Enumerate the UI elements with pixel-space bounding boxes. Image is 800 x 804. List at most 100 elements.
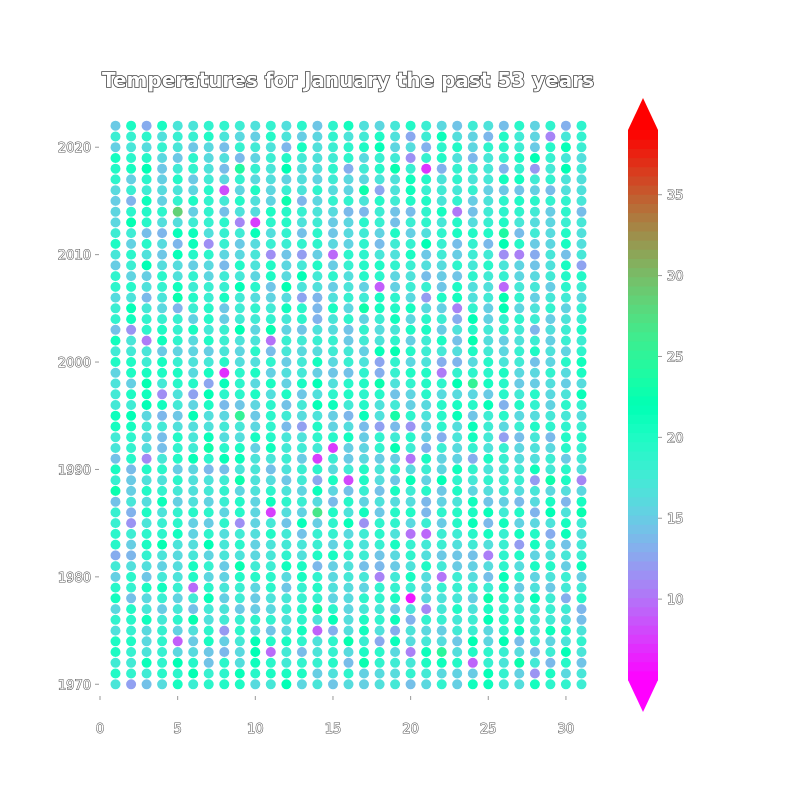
- data-point: [576, 163, 587, 174]
- data-point: [281, 657, 292, 668]
- data-point: [172, 249, 183, 260]
- data-point: [203, 292, 214, 303]
- data-point: [390, 507, 401, 518]
- data-point: [328, 636, 338, 647]
- data-point: [452, 496, 463, 507]
- data-point: [545, 539, 556, 550]
- data-point: [483, 195, 494, 206]
- data-point: [514, 281, 525, 292]
- data-point: [374, 647, 385, 657]
- data-point: [141, 443, 152, 453]
- data-point: [467, 335, 478, 346]
- data-point: [281, 281, 292, 292]
- data-point: [328, 464, 338, 475]
- data-point: [312, 647, 323, 657]
- data-point: [296, 464, 307, 475]
- data-point: [250, 314, 261, 325]
- colorbar-tick-label: 15: [667, 512, 684, 527]
- colorbar-segment: [628, 221, 658, 232]
- data-point: [514, 453, 525, 464]
- data-point: [328, 668, 338, 679]
- data-point: [126, 389, 137, 400]
- data-point: [452, 582, 463, 593]
- data-point: [110, 120, 121, 131]
- data-point: [250, 679, 261, 690]
- data-point: [265, 389, 276, 400]
- data-point: [188, 421, 199, 432]
- data-point: [265, 485, 276, 496]
- data-point: [328, 571, 338, 582]
- data-point: [576, 120, 587, 131]
- data-point: [312, 636, 323, 647]
- data-point: [141, 346, 152, 357]
- data-point: [576, 131, 587, 142]
- data-point: [265, 593, 276, 604]
- data-point: [219, 593, 230, 604]
- data-point: [203, 604, 214, 615]
- data-point: [250, 142, 261, 153]
- data-point: [141, 421, 152, 432]
- data-point: [467, 228, 478, 239]
- data-point: [110, 485, 121, 496]
- data-point: [234, 163, 245, 174]
- data-point: [467, 206, 478, 217]
- data-point: [250, 614, 261, 625]
- data-point: [529, 443, 540, 453]
- data-point: [483, 303, 494, 314]
- data-point: [250, 453, 261, 464]
- data-point: [359, 249, 369, 260]
- data-point: [126, 260, 137, 271]
- data-point: [172, 185, 183, 196]
- data-point: [157, 357, 168, 367]
- data-point: [374, 142, 385, 153]
- colorbar-segment: [628, 267, 658, 278]
- data-point: [234, 142, 245, 153]
- data-point: [374, 636, 385, 647]
- data-point: [265, 443, 276, 453]
- data-point: [374, 238, 385, 249]
- data-point: [312, 432, 323, 443]
- data-point: [188, 550, 199, 561]
- data-point: [110, 636, 121, 647]
- data-point: [483, 593, 494, 604]
- data-point: [203, 174, 214, 185]
- data-point: [296, 528, 307, 539]
- data-point: [483, 464, 494, 475]
- data-point: [110, 260, 121, 271]
- data-point: [265, 367, 276, 378]
- data-point: [390, 260, 401, 271]
- data-point: [343, 507, 354, 518]
- colorbar-segment: [628, 588, 658, 599]
- data-point: [219, 303, 230, 314]
- data-point: [374, 346, 385, 357]
- data-point: [250, 604, 261, 615]
- data-point: [250, 346, 261, 357]
- data-point: [234, 496, 245, 507]
- data-point: [545, 217, 556, 228]
- data-point: [374, 163, 385, 174]
- data-point: [141, 249, 152, 260]
- data-point: [141, 120, 152, 131]
- data-point: [529, 550, 540, 561]
- data-point: [452, 346, 463, 357]
- data-point: [234, 120, 245, 131]
- data-point: [467, 432, 478, 443]
- data-point: [110, 153, 121, 163]
- data-point: [203, 475, 214, 486]
- data-point: [157, 389, 168, 400]
- data-point: [374, 625, 385, 636]
- data-point: [141, 550, 152, 561]
- data-point: [265, 679, 276, 690]
- data-point: [374, 389, 385, 400]
- data-point: [514, 518, 525, 529]
- data-point: [467, 357, 478, 367]
- data-point: [529, 604, 540, 615]
- colorbar-segment: [628, 450, 658, 461]
- data-point: [421, 443, 432, 453]
- data-point: [219, 528, 230, 539]
- data-point: [250, 400, 261, 410]
- data-point: [545, 378, 556, 389]
- data-point: [157, 410, 168, 421]
- data-point: [374, 357, 385, 367]
